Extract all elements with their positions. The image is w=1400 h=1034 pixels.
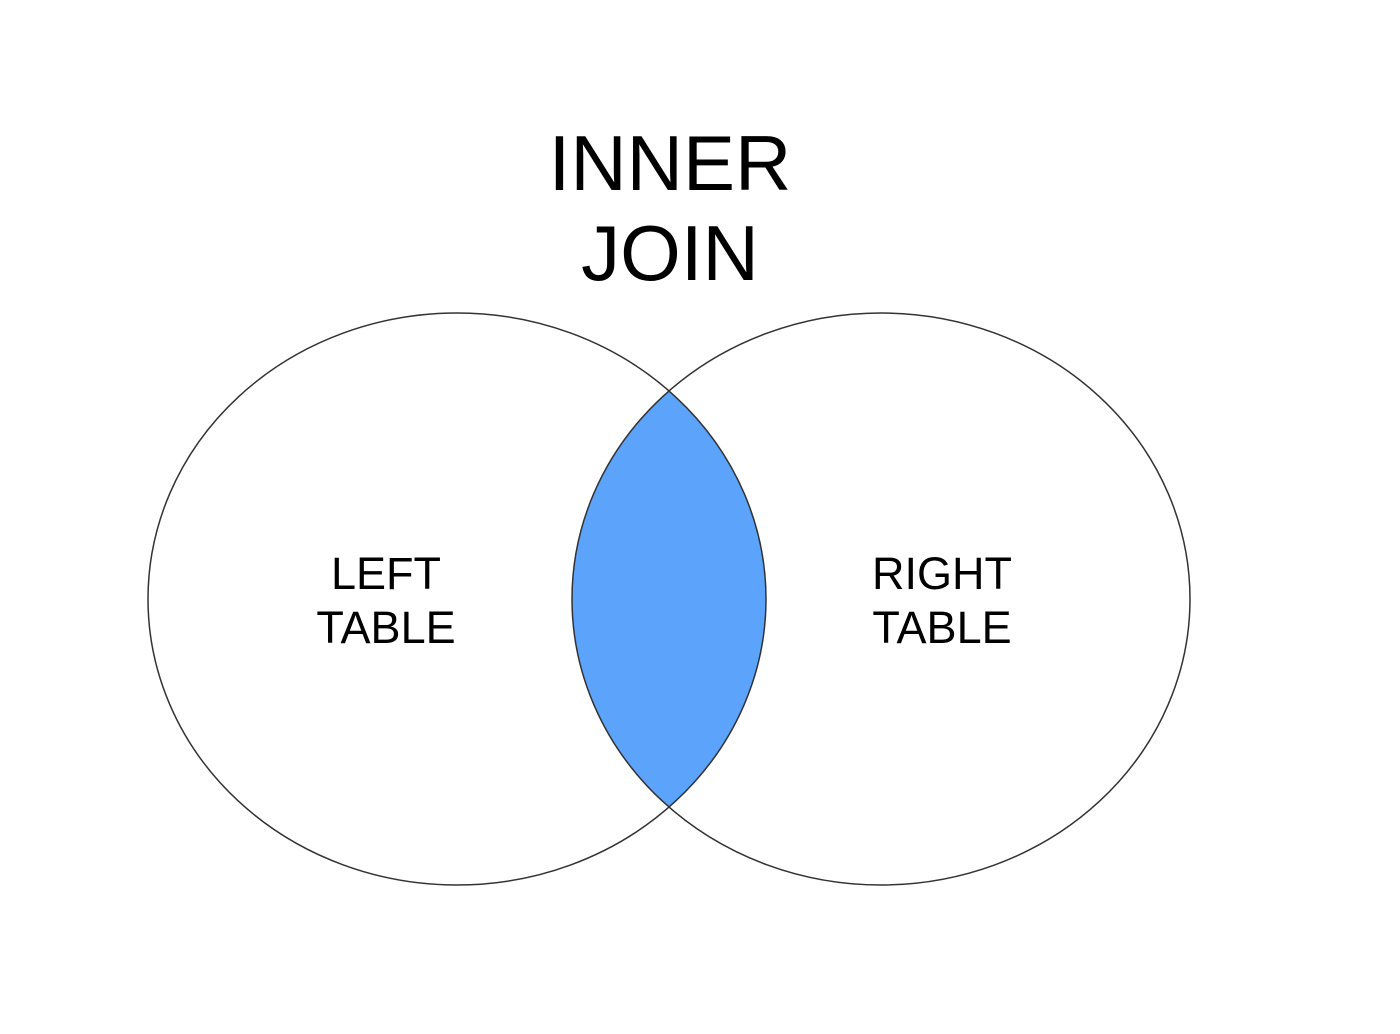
right-table-label-line-2: TABLE	[872, 602, 1012, 653]
left-table-circle	[147, 312, 767, 886]
right-table-label: RIGHT TABLE	[812, 547, 1072, 655]
right-table-label-line-1: RIGHT	[872, 548, 1012, 599]
left-table-label: LEFT TABLE	[256, 547, 516, 655]
title-line-2: JOIN	[581, 209, 759, 297]
left-table-label-line-2: TABLE	[316, 602, 456, 653]
left-table-label-line-1: LEFT	[330, 548, 442, 599]
right-table-circle	[571, 312, 1191, 886]
title-line-1: INNER	[548, 119, 792, 207]
diagram-title: INNER JOIN	[470, 118, 870, 298]
